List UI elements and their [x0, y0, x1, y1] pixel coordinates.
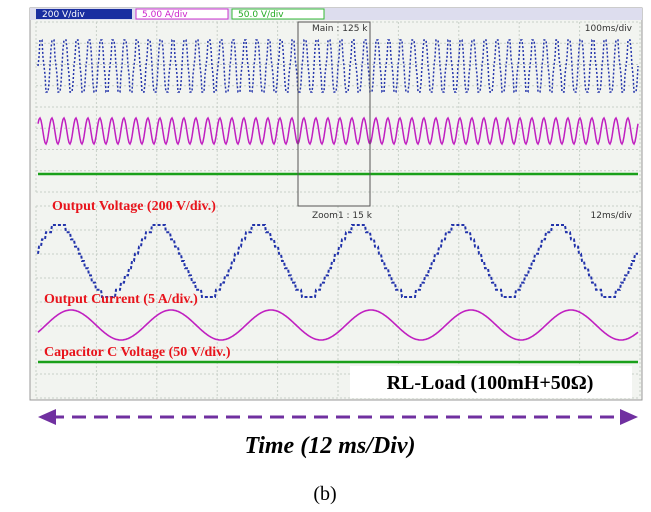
ch2-scale: 5.00 A/div — [142, 10, 188, 20]
upper-timebase: 100ms/div — [585, 24, 633, 34]
lower-timebase: 12ms/div — [591, 211, 633, 221]
ch3-scale: 50.0 V/div — [238, 10, 284, 20]
caption: (b) — [313, 483, 336, 505]
capacitor-label: Capacitor C Voltage (50 V/div.) — [44, 345, 231, 360]
figure: 200 V/div 5.00 A/div 50.0 V/div Main : 1… — [0, 0, 651, 512]
time-axis-label: Time (12 ms/Div) — [244, 433, 415, 459]
load-label: RL-Load (100mH+50Ω) — [387, 372, 594, 394]
zoom-window-label: Zoom1 : 15 k — [312, 211, 373, 221]
current-label: Output Current (5 A/div.) — [44, 292, 198, 307]
main-window-label: Main : 125 k — [312, 24, 368, 34]
arrow-head-right — [620, 409, 638, 425]
voltage-label: Output Voltage (200 V/div.) — [52, 199, 216, 214]
page: 200 V/div 5.00 A/div 50.0 V/div Main : 1… — [0, 0, 651, 512]
ch1-scale: 200 V/div — [42, 10, 85, 20]
arrow-head-left — [38, 409, 56, 425]
